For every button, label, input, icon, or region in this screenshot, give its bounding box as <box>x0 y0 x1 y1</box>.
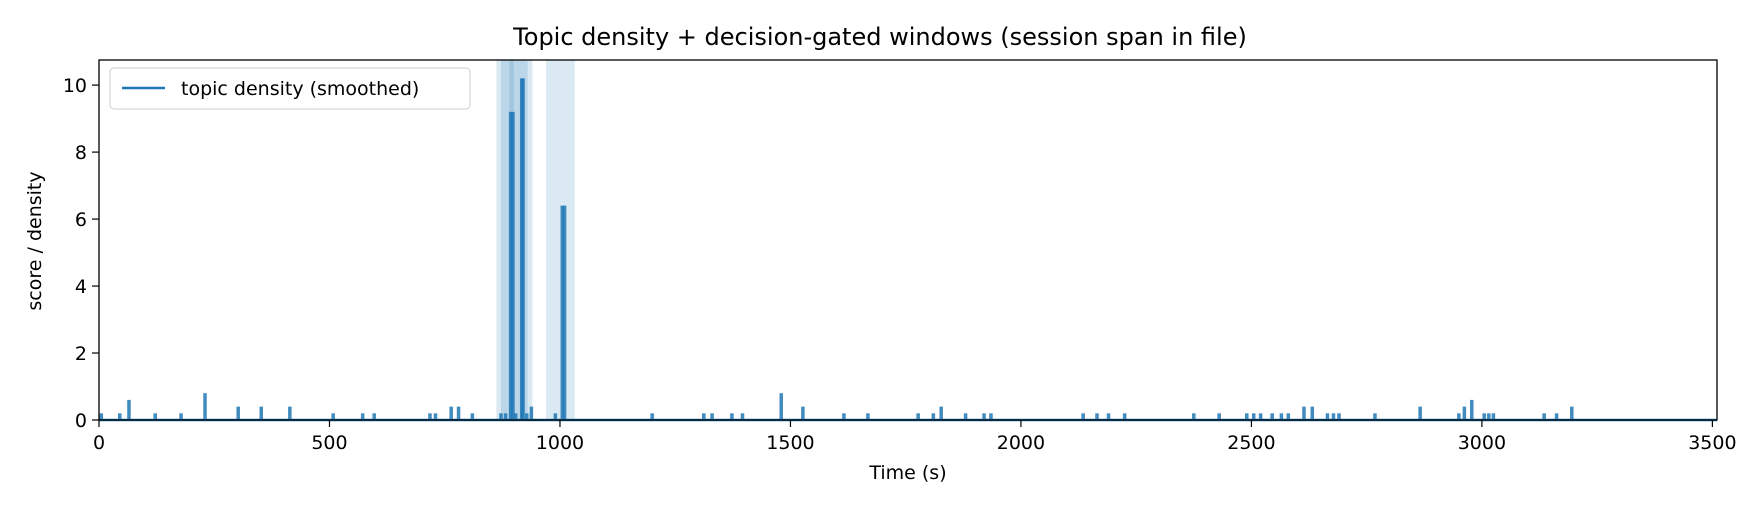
series-layer <box>99 78 1717 422</box>
x-axis-label: Time (s) <box>868 462 946 484</box>
y-tick-label: 4 <box>75 276 87 298</box>
x-tick-label: 2500 <box>1227 432 1275 454</box>
axes: 0 500 1000 1500 2000 2500 3000 3500 0 2 4 6 8 10 <box>63 59 1737 454</box>
legend-label: topic density (smoothed) <box>181 78 419 100</box>
x-tick-label: 2000 <box>997 432 1045 454</box>
x-tick-label: 1000 <box>536 432 584 454</box>
x-tick-label: 3000 <box>1458 432 1506 454</box>
x-tick-label: 0 <box>93 432 105 454</box>
x-tick-label: 3500 <box>1688 432 1736 454</box>
plot-frame <box>98 59 1718 421</box>
decision-window-3 <box>546 60 575 420</box>
legend: topic density (smoothed) <box>109 67 471 110</box>
y-tick-label: 6 <box>75 209 87 231</box>
x-tick-label: 1500 <box>766 432 814 454</box>
y-tick-label: 2 <box>75 343 87 365</box>
x-tick-label: 500 <box>311 432 347 454</box>
y-tick-label: 8 <box>75 142 87 164</box>
y-axis-label: score / density <box>24 171 46 310</box>
y-tick-label: 0 <box>75 410 87 432</box>
chart-title: Topic density + decision-gated windows (… <box>512 23 1247 51</box>
legend-frame <box>109 67 471 110</box>
y-tick-label: 10 <box>63 75 87 97</box>
